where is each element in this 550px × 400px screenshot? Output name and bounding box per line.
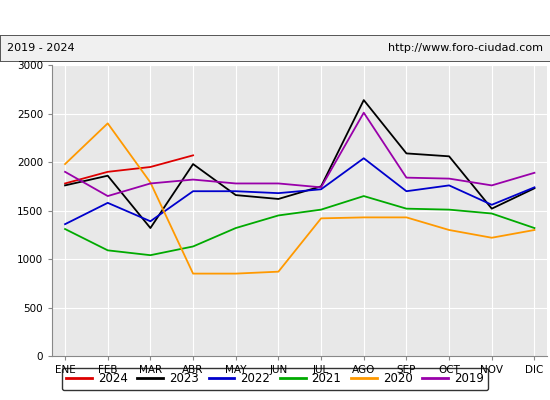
Legend: 2024, 2023, 2022, 2021, 2020, 2019: 2024, 2023, 2022, 2021, 2020, 2019 bbox=[62, 368, 488, 390]
Text: http://www.foro-ciudad.com: http://www.foro-ciudad.com bbox=[388, 43, 543, 53]
Text: Evolucion Nº Turistas Extranjeros en el municipio de Palencia: Evolucion Nº Turistas Extranjeros en el … bbox=[72, 11, 478, 24]
Text: 2019 - 2024: 2019 - 2024 bbox=[7, 43, 74, 53]
